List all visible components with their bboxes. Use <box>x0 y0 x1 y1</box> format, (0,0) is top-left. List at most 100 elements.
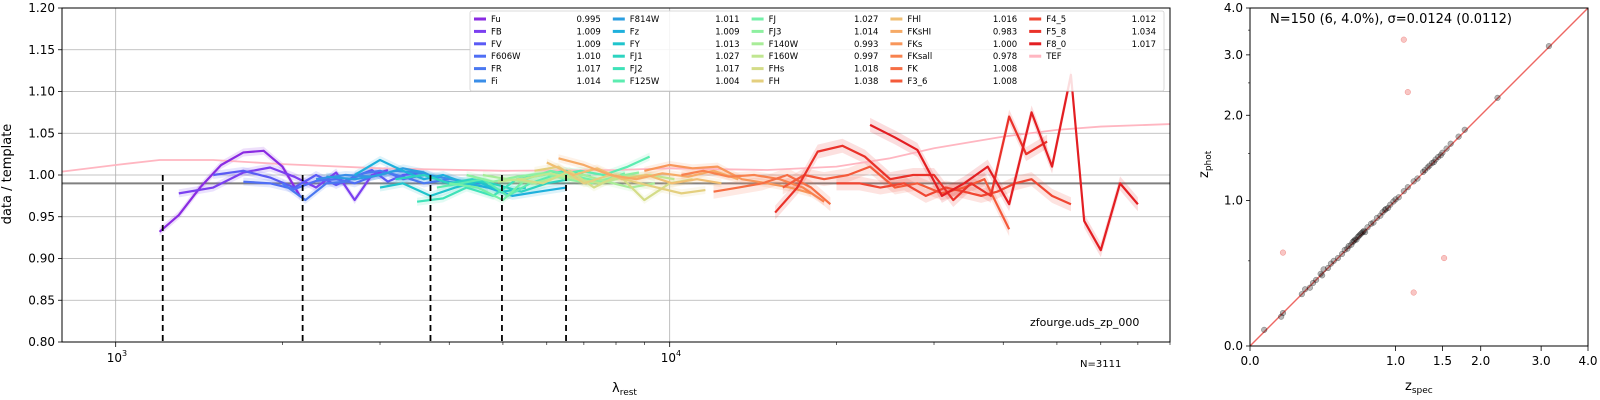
redshift-axes-frame <box>1249 7 1589 347</box>
redshift-point <box>1302 286 1309 293</box>
redshift-point <box>1368 220 1375 227</box>
redshift-x-axis-label: zspec <box>1405 379 1433 396</box>
ratio-y-tick-label: 1.15 <box>28 43 55 57</box>
redshift-x-tick-label: 1.0 <box>1386 354 1405 368</box>
series-band-F125W <box>436 152 650 200</box>
redshift-x-tick-label: 3.0 <box>1532 354 1551 368</box>
legend-value: 1.009 <box>576 27 600 37</box>
redshift-point <box>1410 178 1417 185</box>
redshift-point <box>1317 270 1324 277</box>
redshift-point <box>1354 233 1361 241</box>
ratio-y-tick-label: 0.90 <box>28 252 55 266</box>
redshift-point <box>1341 246 1348 253</box>
redshift-x-tick-label: 2.0 <box>1471 354 1490 368</box>
redshift-y-tick-label: 3.0 <box>1224 48 1243 62</box>
redshift-point <box>1439 149 1446 156</box>
series-line-F5_8 <box>774 115 1048 214</box>
redshift-point <box>1327 260 1334 267</box>
redshift-point <box>1298 291 1305 298</box>
legend-label: F5_8 <box>1046 27 1066 37</box>
series-line-F125W <box>436 155 651 197</box>
legend-value: 1.011 <box>715 15 739 25</box>
redshift-point <box>1424 164 1431 171</box>
redshift-point <box>1349 239 1356 246</box>
redshift-ticks: 0.0 1.0 1.5 2.0 3.0 4.0 0.0 1.0 2.0 3.0 4.0 <box>1224 1 1598 368</box>
redshift-y-tick-label: 4.0 <box>1224 1 1243 15</box>
legend-value: 1.013 <box>715 40 739 50</box>
ratio-x-axis-label: λrest <box>612 381 637 398</box>
redshift-point <box>1437 152 1444 159</box>
ratio-x-axis-label-sub: rest <box>620 388 638 398</box>
legend-label: FV <box>491 40 502 50</box>
legend-value: 1.008 <box>993 65 1017 75</box>
redshift-point <box>1461 126 1468 133</box>
redshift-x-axis-label-sub: spec <box>1412 386 1433 396</box>
redshift-point <box>1319 272 1326 279</box>
redshift-point <box>1455 133 1462 140</box>
redshift-point <box>1381 207 1388 214</box>
ratio-x-tick-label: 103 <box>107 349 127 365</box>
series-band-FKs <box>644 160 812 198</box>
legend-label: FJ3 <box>769 27 782 37</box>
legend-value: 1.014 <box>576 77 600 87</box>
redshift-point <box>1435 153 1442 161</box>
redshift-point <box>1364 224 1371 231</box>
redshift-outlier-point <box>1404 89 1411 96</box>
ratio-y-tick-label: 0.95 <box>28 210 55 224</box>
redshift-point <box>1358 230 1365 237</box>
redshift-point <box>1352 236 1359 243</box>
redshift-point <box>1420 168 1427 176</box>
legend-label: F125W <box>630 77 660 87</box>
legend-value: 1.038 <box>854 77 878 87</box>
legend-value: 1.012 <box>1132 15 1156 25</box>
redshift-point <box>1324 264 1332 272</box>
series-band-F8_0 <box>870 67 1138 258</box>
legend-label: F814W <box>630 15 660 25</box>
series-band-Fz <box>354 155 567 200</box>
legend-value: 0.983 <box>993 27 1017 37</box>
redshift-y-axis-label: zphot <box>1197 150 1214 178</box>
series-line-FKs <box>644 163 812 195</box>
redshift-point <box>1350 237 1357 244</box>
ratio-count-label: N=3111 <box>1080 359 1121 370</box>
redshift-point <box>1400 188 1407 195</box>
legend-label: F140W <box>769 40 799 50</box>
legend-value: 1.009 <box>715 27 739 37</box>
series-line-FJ2 <box>416 169 591 203</box>
redshift-point <box>1370 219 1377 226</box>
series-line-Fz <box>354 158 567 197</box>
redshift-point <box>1382 205 1389 213</box>
redshift-stats-label: N=150 (6, 4.0%), σ=0.0124 (0.0112) <box>1270 12 1512 27</box>
redshift-point <box>1373 214 1380 221</box>
series-line-F8_0 <box>869 73 1139 252</box>
redshift-point <box>1377 212 1384 219</box>
redshift-point <box>1362 229 1369 236</box>
redshift-point <box>1357 231 1364 238</box>
legend-value: 0.997 <box>854 52 878 62</box>
legend-label: F160W <box>769 52 799 62</box>
legend-value: 1.009 <box>576 40 600 50</box>
series-band-F4_5 <box>836 172 1071 212</box>
legend-label: FKsHI <box>907 27 931 37</box>
legend-label: FHs <box>769 65 785 75</box>
redshift-point <box>1392 196 1399 203</box>
redshift-point <box>1278 313 1285 320</box>
legend-label: Fu <box>491 15 501 25</box>
redshift-point <box>1443 145 1450 152</box>
redshift-point <box>1414 175 1421 182</box>
redshift-frame <box>1249 7 1589 347</box>
redshift-point <box>1379 209 1386 216</box>
redshift-point <box>1426 162 1433 169</box>
ratio-y-tick-label: 0.80 <box>28 335 55 349</box>
ratio-y-tick-label: 1.05 <box>28 126 55 140</box>
redshift-point <box>1404 184 1411 191</box>
redshift-point <box>1421 167 1428 174</box>
redshift-outlier-point <box>1441 255 1448 262</box>
series-line-FKsall <box>681 169 825 203</box>
redshift-x-axis-label-main: z <box>1405 379 1412 394</box>
legend-label: F8_0 <box>1046 40 1066 50</box>
redshift-point <box>1395 194 1402 201</box>
series-band-F3_6 <box>782 159 1010 237</box>
redshift-point <box>1330 257 1337 264</box>
legend-value: 1.014 <box>854 27 878 37</box>
